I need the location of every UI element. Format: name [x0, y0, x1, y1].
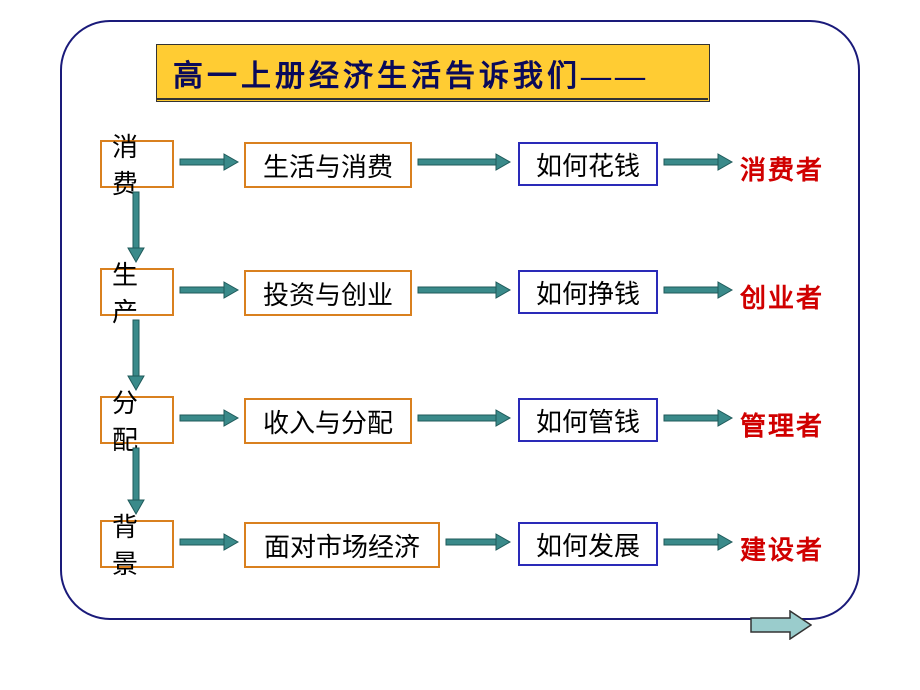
- arrows-layer: [0, 0, 920, 690]
- next-slide-button[interactable]: [750, 610, 812, 640]
